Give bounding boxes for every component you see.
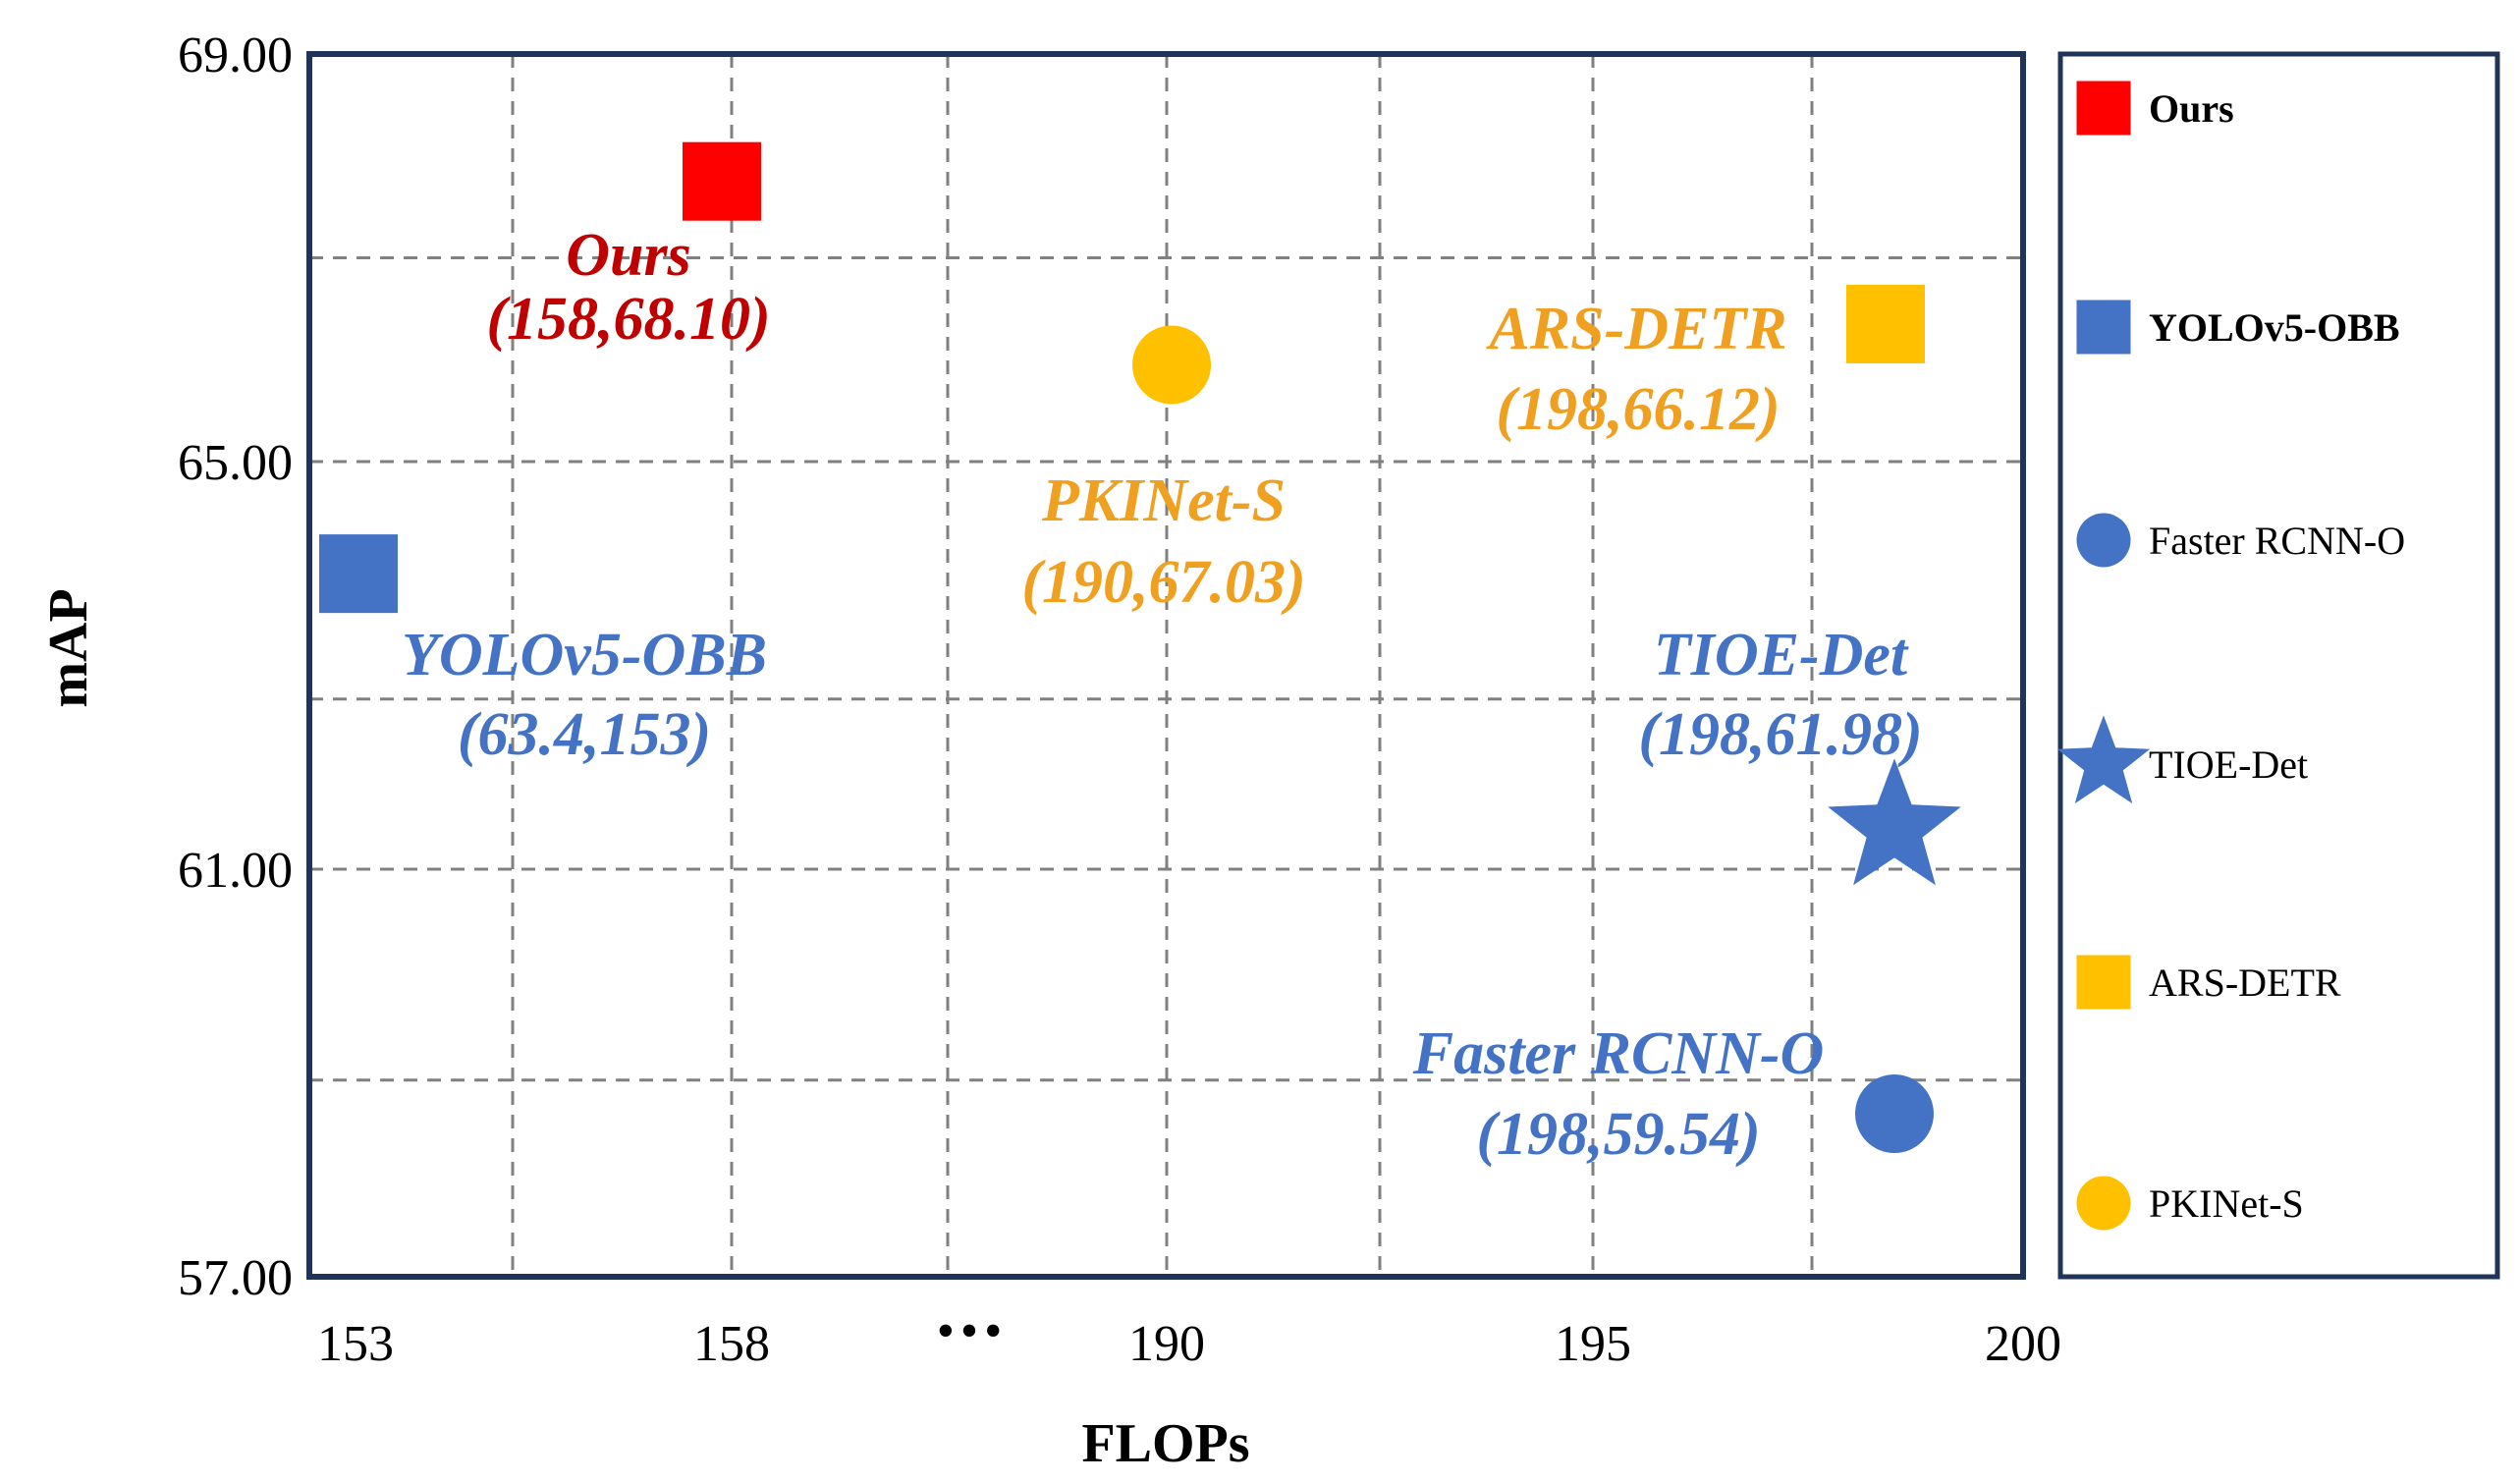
annotation-value-faster-rcnn-o: (198,59.54) (1476, 1101, 1760, 1168)
legend: Ours YOLOv5-OBB Faster RCNN-O TIOE-Det ARS-D… (2056, 81, 2405, 1231)
legend-marker-ars-detr (2076, 955, 2131, 1010)
annotation-name-yolov5-obb: YOLOv5-OBB (402, 622, 767, 688)
annotation-value-ours: (158,68.10) (486, 286, 770, 353)
legend-frame (2057, 51, 2500, 1280)
x-axis-ticks: 153 158 ••• 190 195 200 (317, 1303, 2061, 1372)
legend-marker-yolov5-obb (2076, 300, 2131, 355)
annotation-name-pkinet-s: PKINet-S (1041, 467, 1286, 534)
annotation-name-tioe-det: TIOE-Det (1654, 622, 1909, 688)
y-axis-ticks: 69.00 65.00 61.00 57.00 (178, 27, 293, 1306)
x-axis-break-dots: ••• (937, 1303, 1009, 1359)
x-tick-label: 200 (1985, 1316, 2061, 1372)
legend-marker-pkinet-s (2076, 1176, 2131, 1231)
annotation-value-ars-detr: (198,66.12) (1496, 376, 1780, 443)
y-tick-label: 65.00 (178, 435, 293, 491)
y-tick-label: 69.00 (178, 27, 293, 83)
x-axis-title: FLOPs (1081, 1413, 1249, 1474)
legend-label-yolov5-obb: YOLOv5-OBB (2149, 305, 2400, 350)
marker-yolov5-obb (319, 534, 398, 614)
grid-lines (309, 54, 2023, 1277)
legend-marker-tioe-det (2056, 715, 2151, 804)
data-markers (319, 141, 1961, 1153)
x-tick-label: 153 (317, 1316, 394, 1372)
marker-ars-detr (1846, 284, 1925, 363)
x-tick-label: 190 (1128, 1316, 1205, 1372)
marker-faster-rcnn-o (1855, 1074, 1934, 1153)
legend-label-faster-rcnn-o: Faster RCNN-O (2149, 519, 2405, 563)
marker-tioe-det (1828, 758, 1961, 886)
point-annotations: Ours(158,68.10) YOLOv5-OBB (63.4,153) Faste… (402, 222, 1923, 1168)
legend-marker-faster-rcnn-o (2076, 513, 2131, 568)
annotation-name-ars-detr: ARS-DETR (1485, 296, 1786, 362)
x-tick-label: 195 (1555, 1316, 1631, 1372)
annotation-value-pkinet-s: (190,67.03) (1021, 549, 1305, 616)
y-axis-title: mAP (38, 588, 99, 707)
legend-label-ars-detr: ARS-DETR (2149, 961, 2341, 1005)
legend-label-pkinet-s: PKINet-S (2149, 1181, 2304, 1226)
plot-frame (306, 51, 2026, 1280)
marker-pkinet-s (1132, 325, 1211, 405)
x-tick-label: 158 (693, 1316, 770, 1372)
annotation-value-yolov5-obb: (63.4,153) (458, 701, 711, 768)
y-tick-label: 57.00 (178, 1250, 293, 1306)
y-tick-label: 61.00 (178, 843, 293, 899)
legend-label-tioe-det: TIOE-Det (2149, 742, 2308, 787)
legend-label-ours: Ours (2149, 86, 2234, 131)
legend-marker-ours (2076, 81, 2131, 136)
annotation-name-ours: Ours (566, 222, 691, 289)
annotation-name-faster-rcnn-o: Faster RCNN-O (1412, 1020, 1825, 1087)
annotation-value-tioe-det: (198,61.98) (1638, 701, 1922, 768)
marker-ours (683, 141, 761, 221)
